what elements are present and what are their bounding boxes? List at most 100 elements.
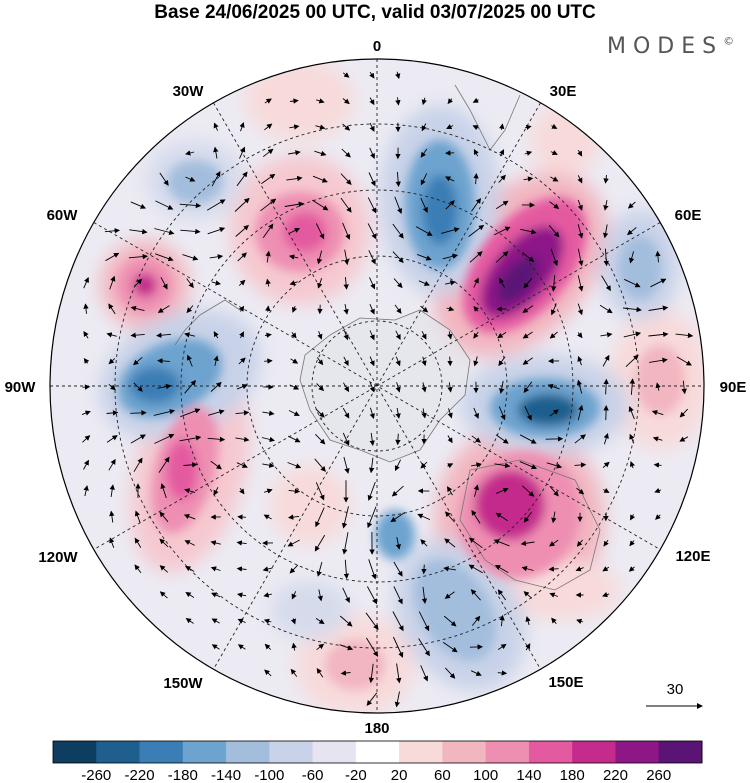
wind-vector: [549, 331, 558, 339]
wind-vector: [499, 614, 505, 627]
wind-vector: [471, 462, 482, 468]
wind-vector: [237, 618, 246, 624]
wind-vector: [263, 592, 272, 598]
wind-vector: [316, 667, 324, 678]
wind-vector: [416, 253, 432, 261]
colorbar-tick-label: 220: [603, 767, 628, 783]
wind-vector: [262, 148, 274, 158]
wind-vector: [675, 332, 694, 339]
colorbar-tick-label: 140: [516, 767, 541, 783]
wind-vector: [394, 691, 401, 708]
wind-vector: [368, 663, 375, 684]
wind-vector: [315, 618, 325, 625]
wind-vector: [129, 228, 148, 235]
wind-vector: [522, 485, 535, 497]
wind-vector: [390, 512, 406, 523]
wind-vector: [213, 122, 219, 131]
wind-vector: [394, 459, 402, 472]
wind-vector: [179, 435, 202, 442]
graticule: [50, 59, 704, 713]
wind-vector: [551, 617, 557, 624]
wind-vector: [603, 175, 609, 184]
wind-vector: [341, 506, 349, 529]
wind-vector: [208, 409, 225, 416]
wind-vector: [654, 487, 662, 494]
wind-vector: [288, 227, 301, 235]
wind-vector: [520, 228, 537, 235]
wind-vector: [495, 487, 509, 494]
wind-vector: [290, 358, 299, 364]
wind-vector: [235, 224, 249, 237]
longitude-labels: 0 30E 60E 90E 120E 150E 180 150W 120W 90…: [5, 38, 747, 737]
wind-vector: [577, 224, 584, 239]
reference-vector: 30: [646, 681, 703, 709]
wind-vector: [447, 486, 453, 496]
wind-vector: [576, 539, 583, 547]
wind-vector: [574, 434, 586, 444]
wind-vector: [317, 589, 323, 602]
wind-vector: [290, 98, 299, 104]
wind-vector: [342, 432, 350, 446]
wind-vector: [316, 357, 324, 366]
wind-vector: [575, 566, 584, 572]
wind-vector: [392, 251, 404, 264]
wind-vector: [524, 406, 532, 421]
wind-vector: [415, 226, 433, 236]
wind-vector: [134, 537, 142, 548]
wind-vector: [655, 514, 661, 520]
wind-vector: [473, 484, 479, 497]
wind-vector: [603, 200, 609, 211]
wind-vector: [494, 564, 509, 573]
wind-vector: [211, 171, 221, 187]
wind-vector: [577, 275, 584, 292]
wind-vector: [109, 537, 115, 548]
wind-vector: [418, 611, 430, 632]
wind-vector: [213, 146, 219, 159]
wind-vector: [153, 409, 176, 416]
wind-vector: [417, 513, 431, 521]
wind-vector: [264, 98, 272, 104]
wind-vector: [159, 565, 168, 573]
wind-vector: [602, 592, 610, 598]
lon-label-60w: 60W: [47, 207, 79, 224]
wind-vector: [289, 384, 300, 390]
wind-vector: [315, 223, 325, 240]
wind-vector: [367, 506, 377, 529]
wind-vector: [470, 589, 481, 601]
wind-vector: [520, 540, 535, 546]
wind-vector: [630, 514, 636, 521]
wind-vector: [342, 407, 350, 419]
wind-vector: [238, 279, 246, 286]
wind-vector: [262, 223, 274, 239]
wind-vector: [154, 228, 175, 235]
wind-vector: [443, 615, 457, 627]
wind-vector: [648, 305, 669, 311]
wind-vector: [525, 643, 531, 651]
colorbar-tick-label: 180: [560, 767, 585, 783]
wind-vector: [495, 512, 508, 522]
wind-vector: [238, 305, 245, 312]
wind-vector: [237, 644, 246, 650]
wind-vector: [159, 511, 169, 523]
wind-vector: [185, 176, 196, 182]
wind-vector: [550, 303, 557, 316]
wind-vector: [108, 303, 116, 315]
wind-vector: [128, 253, 148, 260]
wind-vector: [288, 514, 300, 520]
wind-vector: [473, 173, 479, 185]
wind-vector: [498, 174, 506, 183]
wind-vector: [289, 124, 300, 130]
wind-vector: [447, 331, 453, 340]
colorbar-swatch: [528, 741, 573, 763]
wind-vector: [497, 670, 508, 676]
wind-vector: [446, 306, 455, 312]
wind-vector: [653, 462, 662, 468]
wind-vector: [420, 173, 428, 186]
wind-vector: [185, 617, 194, 624]
wind-vector: [395, 330, 401, 340]
wind-vector: [395, 71, 401, 80]
wind-vector: [289, 564, 299, 574]
wind-vector: [157, 383, 172, 390]
wind-vector: [602, 354, 610, 367]
wind-vector: [288, 410, 300, 416]
